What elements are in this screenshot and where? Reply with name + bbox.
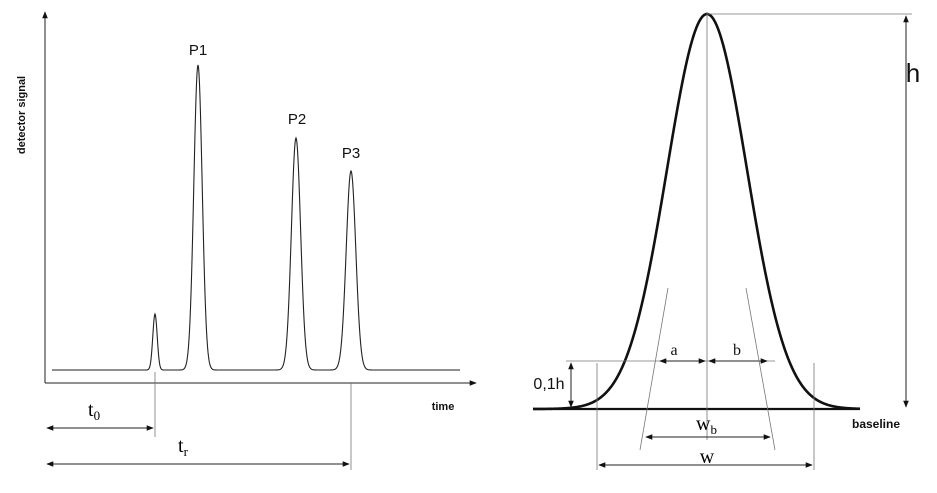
t0-label: t0 xyxy=(88,399,100,423)
y-axis-label: detector signal xyxy=(16,76,28,154)
peak-label-p2: P2 xyxy=(288,111,306,128)
x-axis-label: time xyxy=(432,401,455,413)
peak-detail-panel: baseline h 0,1h a b wb w xyxy=(533,12,920,470)
chromatogram-panel: detector signal time P1 P2 P3 t0 tr xyxy=(16,11,477,470)
left-tangent-line xyxy=(639,287,669,451)
wb-label: wb xyxy=(696,413,717,437)
detector-signal-trace xyxy=(52,64,460,371)
right-tangent-line xyxy=(745,287,776,451)
w-label: w xyxy=(700,446,715,468)
b-label: b xyxy=(733,342,741,359)
peak-label-p1: P1 xyxy=(189,42,207,59)
a-label: a xyxy=(670,342,677,359)
peak-label-p3: P3 xyxy=(342,145,360,162)
gaussian-peak-curve xyxy=(533,12,861,411)
tr-label: tr xyxy=(178,435,189,459)
baseline-label: baseline xyxy=(852,417,900,431)
tenth-height-label: 0,1h xyxy=(533,376,564,393)
height-label: h xyxy=(906,58,920,88)
